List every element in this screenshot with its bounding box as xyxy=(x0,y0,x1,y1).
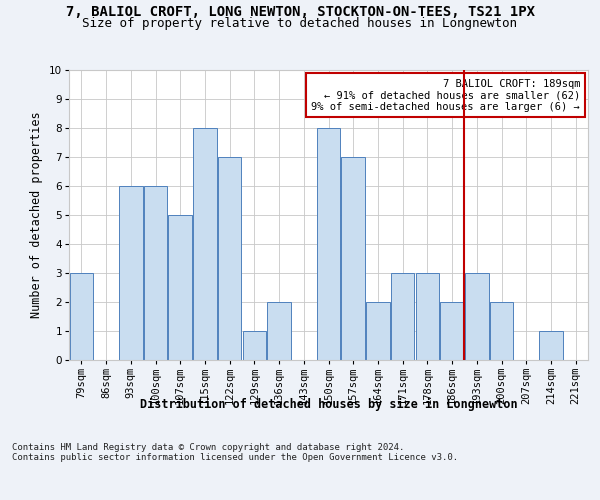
Bar xyxy=(218,157,241,360)
Text: 7, BALIOL CROFT, LONG NEWTON, STOCKTON-ON-TEES, TS21 1PX: 7, BALIOL CROFT, LONG NEWTON, STOCKTON-O… xyxy=(65,5,535,19)
Bar xyxy=(391,273,415,360)
Text: Contains HM Land Registry data © Crown copyright and database right 2024.
Contai: Contains HM Land Registry data © Crown c… xyxy=(12,442,458,462)
Bar xyxy=(119,186,143,360)
Bar xyxy=(539,331,563,360)
Text: Distribution of detached houses by size in Longnewton: Distribution of detached houses by size … xyxy=(140,398,518,410)
Y-axis label: Number of detached properties: Number of detached properties xyxy=(31,112,43,318)
Bar xyxy=(317,128,340,360)
Text: 7 BALIOL CROFT: 189sqm
← 91% of detached houses are smaller (62)
9% of semi-deta: 7 BALIOL CROFT: 189sqm ← 91% of detached… xyxy=(311,78,580,112)
Bar xyxy=(242,331,266,360)
Bar xyxy=(193,128,217,360)
Bar xyxy=(169,215,192,360)
Bar xyxy=(440,302,464,360)
Bar xyxy=(70,273,93,360)
Bar xyxy=(465,273,488,360)
Bar xyxy=(144,186,167,360)
Bar xyxy=(366,302,389,360)
Text: Size of property relative to detached houses in Longnewton: Size of property relative to detached ho… xyxy=(83,18,517,30)
Bar xyxy=(341,157,365,360)
Bar xyxy=(268,302,291,360)
Bar xyxy=(490,302,513,360)
Bar xyxy=(416,273,439,360)
